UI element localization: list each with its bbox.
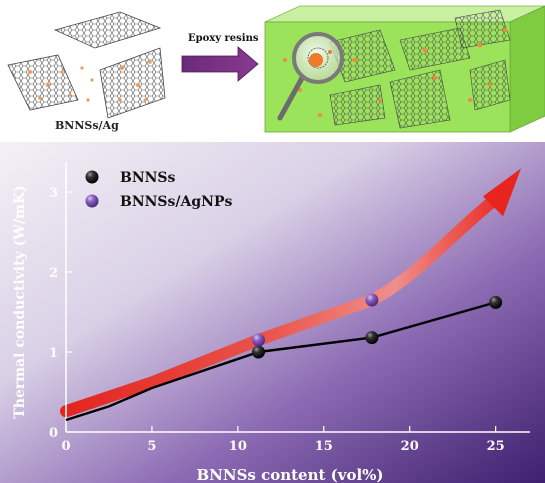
- composite-box-illustration: [264, 5, 545, 133]
- chart-panel: 0 5 10 15 20 25 0 1 2 3 Thermal conductivity (W/m…: [0, 142, 545, 483]
- legend-label-bnnss-agnps: BNNSs/AgNPs: [120, 194, 233, 210]
- x-tick-label: 25: [487, 439, 505, 454]
- x-tick-label: 10: [229, 439, 247, 454]
- y-axis-label: Thermal conductivity (W/mK): [12, 185, 28, 418]
- x-tick-label: 15: [315, 439, 333, 454]
- legend-marker-bnnss-agnps: [85, 194, 99, 208]
- bnnss-sheets-illustration: [7, 11, 166, 119]
- legend-label-bnnss: BNNSs: [120, 170, 176, 186]
- schematic-panel: BNNSs/Ag Epoxy resins: [0, 0, 545, 140]
- x-axis-label: BNNSs content (vol%): [196, 466, 383, 483]
- legend-marker-bnnss: [85, 170, 99, 184]
- chart: 0 5 10 15 20 25 0 1 2 3 Thermal conductivity (W/m…: [0, 142, 545, 483]
- x-tick-label: 0: [61, 439, 70, 454]
- bnnss-ag-label: BNNSs/Ag: [55, 119, 119, 132]
- y-tick-label: 0: [49, 426, 58, 441]
- data-point-bnnss: [251, 345, 265, 359]
- trend-arrowhead: [483, 168, 522, 217]
- y-tick-label: 1: [49, 346, 58, 361]
- y-tick-label: 2: [49, 266, 58, 281]
- axes-layer: 0 5 10 15 20 25 0 1 2 3: [49, 162, 530, 454]
- series-layer: [65, 293, 503, 422]
- data-point-bnnss-agnps: [365, 293, 379, 307]
- series-line-bnnss: [65, 301, 496, 422]
- process-arrow: Epoxy resins: [181, 33, 259, 82]
- magnifier-icon: [277, 32, 344, 121]
- legend-item-bnnss-agnps: BNNSs/AgNPs: [85, 194, 233, 210]
- epoxy-resins-label: Epoxy resins: [188, 33, 259, 44]
- data-point-bnnss: [365, 331, 379, 345]
- legend-item-bnnss: BNNSs: [85, 170, 176, 186]
- data-point-bnnss-agnps: [251, 333, 265, 347]
- legend: BNNSs BNNSs/AgNPs: [85, 170, 233, 210]
- x-tick-label: 5: [147, 439, 156, 454]
- data-point-bnnss: [489, 295, 503, 309]
- y-tick-label: 3: [49, 186, 58, 201]
- x-tick-label: 20: [401, 439, 419, 454]
- schematic-drawing: BNNSs/Ag Epoxy resins: [7, 5, 545, 133]
